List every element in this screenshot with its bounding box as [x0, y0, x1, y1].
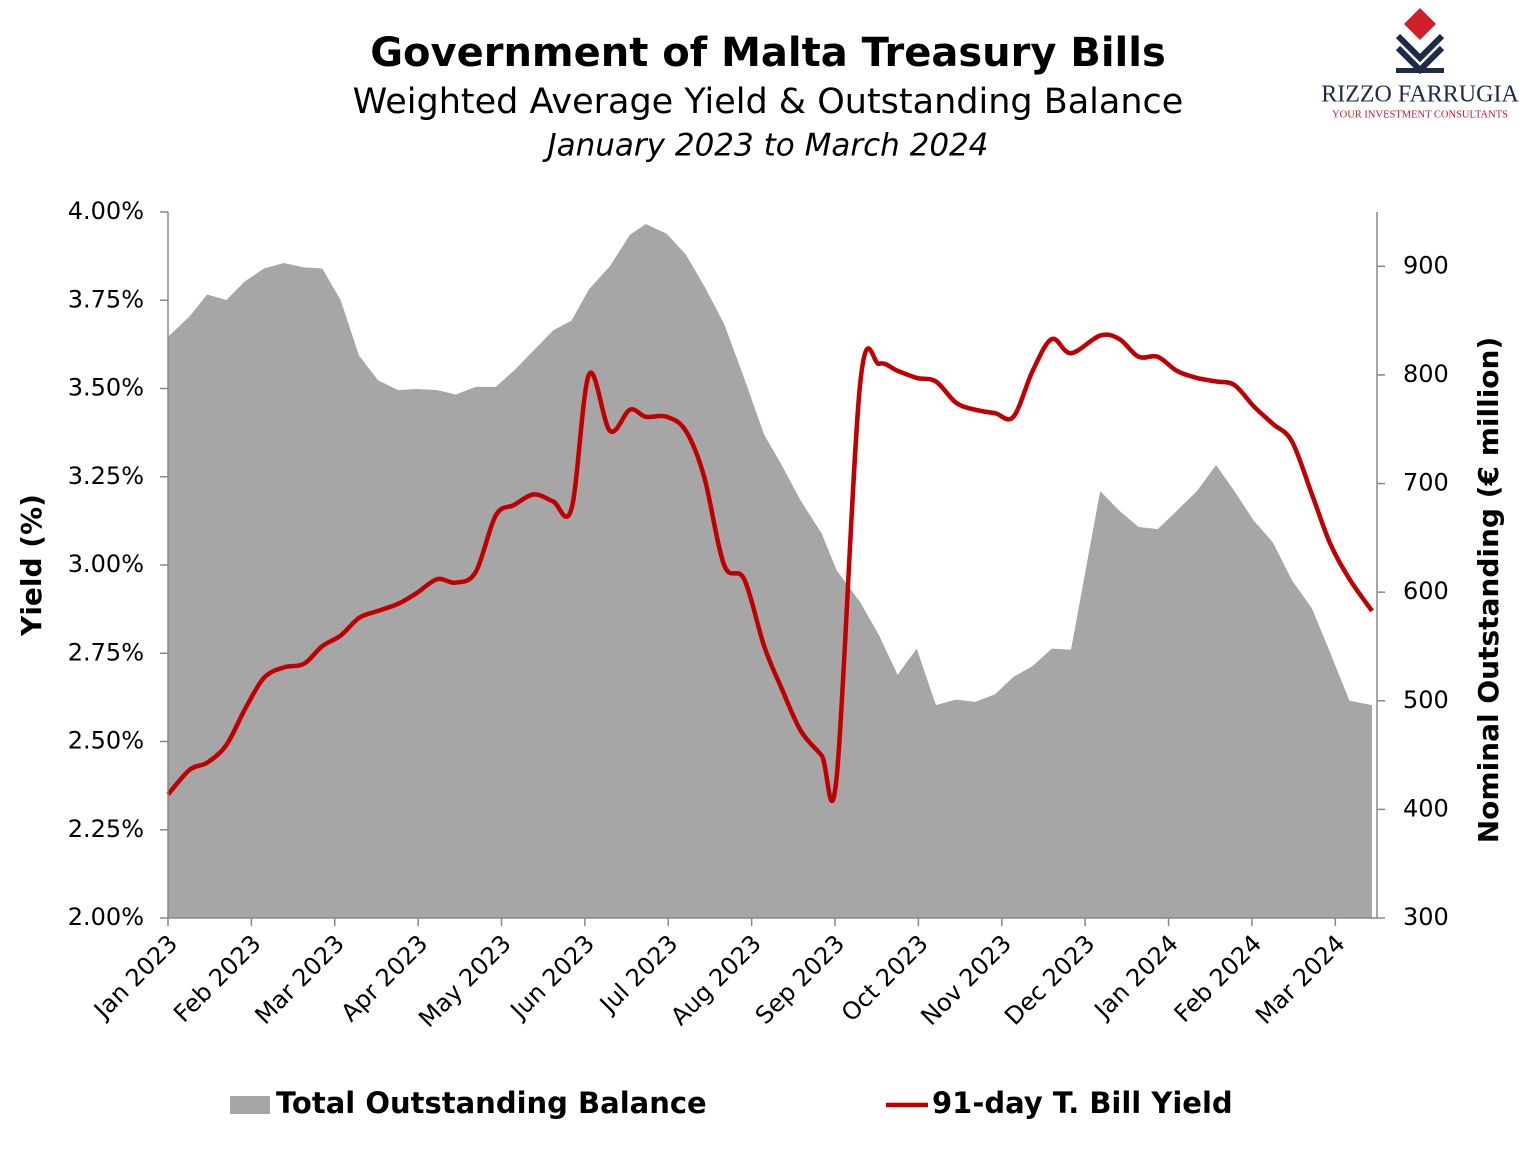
y-tick-label: 2.00% [68, 903, 144, 931]
y2-tick-label: 400 [1403, 794, 1449, 822]
chart-title: Government of Malta Treasury Bills [370, 30, 1166, 76]
y-tick-label: 3.50% [68, 374, 144, 402]
y-tick-label: 2.25% [68, 815, 144, 843]
logo-bar [1396, 68, 1444, 73]
area [168, 223, 1372, 918]
y2-tick-label: 900 [1403, 251, 1449, 279]
x-tick-label: Jan 2023 [87, 929, 183, 1025]
y2-tick-label: 700 [1403, 469, 1449, 497]
chart-subtitle: Weighted Average Yield & Outstanding Bal… [353, 82, 1184, 122]
y-tick-label: 3.25% [68, 462, 144, 490]
y2-tick-label: 800 [1403, 360, 1449, 388]
y-tick-label: 4.00% [68, 197, 144, 225]
x-tick-label: Jun 2023 [504, 929, 600, 1025]
legend-swatch [230, 1096, 270, 1114]
y-tick-label: 3.00% [68, 550, 144, 578]
y-tick-label: 3.75% [68, 285, 144, 313]
plot-area: 2.00% 2.25% 2.50% 2.75% 3.00% 3.25% 3.50% 3.75%… [68, 197, 1449, 1033]
y-axis-title: Yield (%) [15, 494, 48, 637]
legend: Total Outstanding Balance 91-day T. Bill … [230, 1086, 1233, 1120]
x-tick-label: Jan 2024 [1088, 929, 1184, 1025]
chart-period: January 2023 to March 2024 [541, 128, 988, 164]
y2-axis-title: Nominal Outstanding (€ million) [1472, 337, 1505, 844]
logo-tagline: YOUR INVESTMENT CONSULTANTS [1332, 109, 1508, 120]
y2-tick-label: 600 [1403, 577, 1449, 605]
logo-name: RIZZO FARRUGIA [1321, 82, 1519, 108]
line [166, 332, 1374, 804]
legend-label: 91-day T. Bill Yield [932, 1086, 1233, 1120]
y-tick-label: 2.75% [68, 638, 144, 666]
y-tick-label: 2.50% [68, 727, 144, 755]
logo: RIZZO FARRUGIA YOUR INVESTMENT CONSULTAN… [1321, 8, 1519, 120]
logo-diamond [1404, 8, 1436, 40]
x-tick-label: Sep 2023 [750, 929, 850, 1029]
x-tick-label: Mar 2024 [1250, 929, 1350, 1029]
x-tick-label: Aug 2023 [665, 929, 767, 1031]
y2-tick-label: 300 [1403, 903, 1449, 931]
x-tick-label: Dec 2023 [999, 929, 1100, 1030]
y2-tick-label: 500 [1403, 686, 1449, 714]
logo-chevron [1395, 33, 1445, 63]
legend-label: Total Outstanding Balance [276, 1086, 707, 1120]
x-tick-label: Mar 2023 [250, 929, 350, 1029]
x-tick-label: Nov 2023 [915, 929, 1017, 1031]
